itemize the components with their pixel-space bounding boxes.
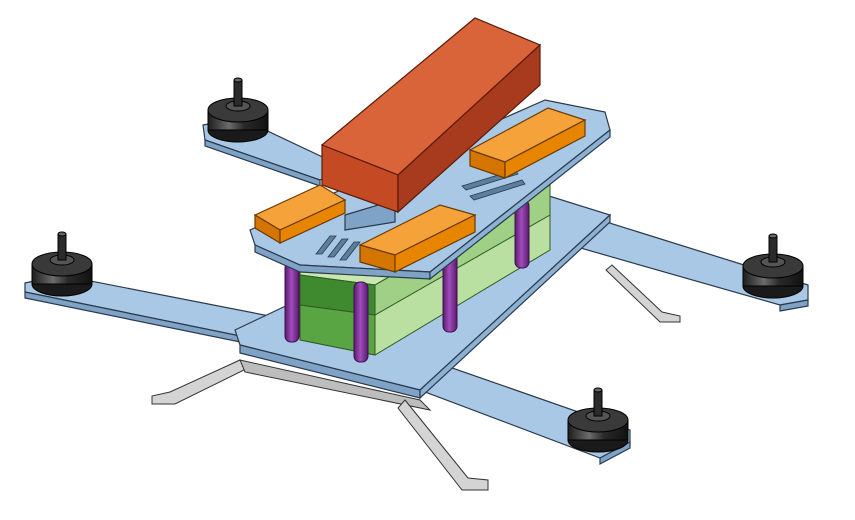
motor-icon bbox=[742, 233, 804, 299]
motor-icon bbox=[31, 231, 93, 297]
landing-gear-front-right bbox=[397, 399, 489, 491]
standoff-icon bbox=[284, 261, 300, 343]
esc-modules bbox=[253, 107, 587, 273]
standoffs bbox=[284, 199, 530, 363]
battery-icon bbox=[320, 17, 542, 231]
landing-gear-rear-right bbox=[605, 264, 681, 323]
landing-gear bbox=[151, 264, 681, 491]
standoff-icon bbox=[353, 281, 369, 363]
landing-gear-front-center bbox=[239, 359, 432, 411]
landing-gear-front-left bbox=[151, 359, 249, 405]
motors bbox=[31, 77, 804, 453]
motor-icon bbox=[207, 77, 269, 143]
motor-icon bbox=[567, 387, 629, 453]
